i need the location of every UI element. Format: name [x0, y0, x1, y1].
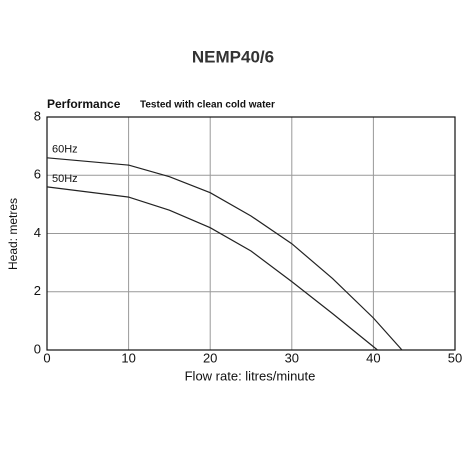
x-tick-label: 30 — [285, 350, 299, 365]
x-tick-label: 10 — [121, 350, 135, 365]
y-tick-label: 2 — [34, 283, 41, 298]
x-tick-label: 0 — [43, 350, 50, 365]
series-label: 50Hz — [52, 173, 78, 185]
x-axis-label: Flow rate: litres/minute — [185, 368, 316, 383]
y-tick-label: 6 — [34, 167, 41, 182]
x-tick-label: 20 — [203, 350, 217, 365]
y-tick-label: 4 — [34, 225, 41, 240]
subtitle-bold: Performance — [47, 97, 121, 111]
x-tick-label: 50 — [448, 350, 462, 365]
series-line — [46, 157, 403, 351]
y-tick-label: 8 — [34, 108, 41, 123]
series-label: 60Hz — [52, 144, 78, 156]
y-axis-label: Head: metres — [6, 198, 20, 270]
chart-title: NEMP40/6 — [192, 47, 274, 66]
subtitle: Tested with clean cold water — [140, 100, 275, 111]
plot-frame — [46, 116, 456, 351]
x-tick-label: 40 — [366, 350, 380, 365]
y-tick-label: 0 — [34, 341, 41, 356]
series-line — [46, 186, 378, 351]
